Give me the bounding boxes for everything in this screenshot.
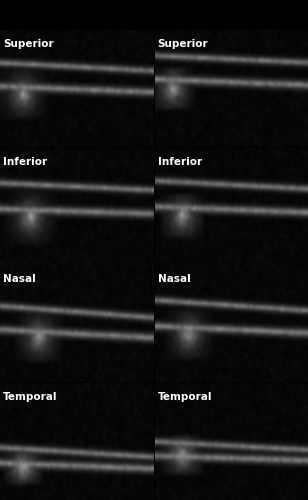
Text: Nasal: Nasal xyxy=(158,274,190,284)
Text: SITTING: SITTING xyxy=(49,8,105,22)
Text: Inferior: Inferior xyxy=(3,157,47,167)
Text: Temporal: Temporal xyxy=(3,392,58,402)
Text: Nasal: Nasal xyxy=(3,274,36,284)
Text: Superior: Superior xyxy=(158,40,208,50)
Text: Superior: Superior xyxy=(3,40,54,50)
Text: Inferior: Inferior xyxy=(158,157,202,167)
Text: SUPINE: SUPINE xyxy=(205,8,257,22)
Text: Temporal: Temporal xyxy=(158,392,212,402)
